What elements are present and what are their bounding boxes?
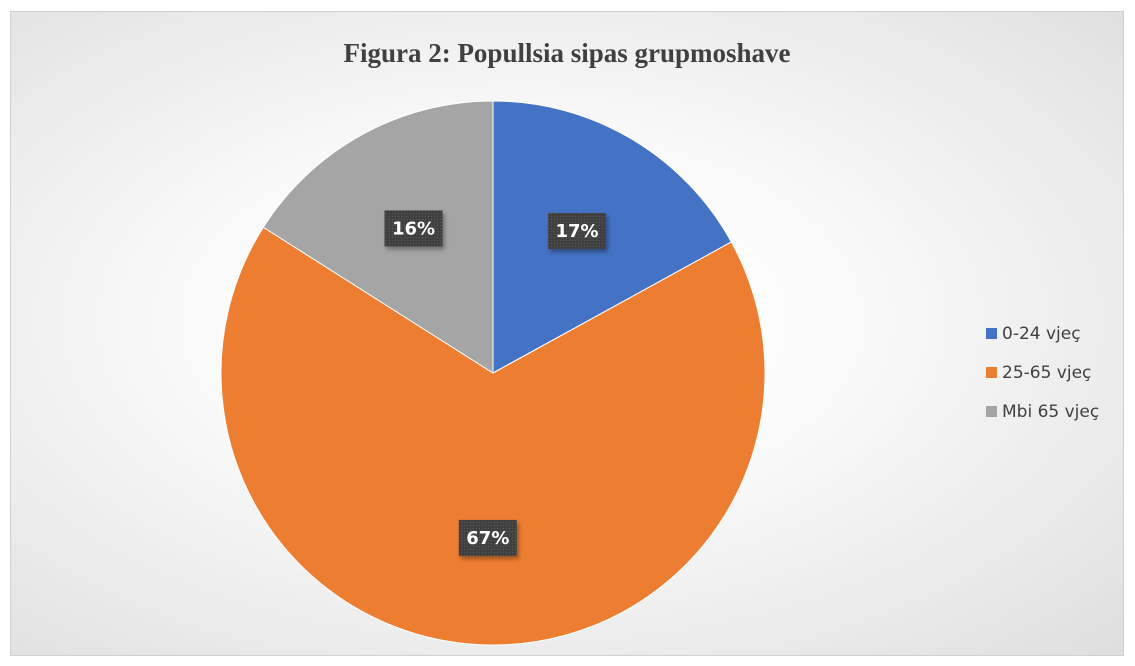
legend-label: 0-24 vjeç [1002, 323, 1081, 344]
chart-area: Figura 2: Popullsia sipas grupmoshave 17… [10, 11, 1124, 656]
data-label-box [547, 212, 606, 249]
data-label-text: 16% [392, 218, 435, 239]
data-label-box [458, 519, 517, 556]
chart-title: Figura 2: Popullsia sipas grupmoshave [343, 38, 791, 68]
data-label: 17% [547, 212, 606, 249]
legend-item: Mbi 65 vjeç [986, 392, 1099, 431]
legend-label: 25-65 vjeç [1002, 362, 1092, 383]
pie-chart: 17% 67% 16% [220, 100, 766, 646]
data-label-text: 17% [555, 221, 598, 242]
legend: 0-24 vjeç 25-65 vjeç Mbi 65 vjeç [986, 314, 1099, 431]
pie-slice [492, 100, 733, 374]
legend-swatch [986, 367, 997, 378]
legend-swatch [986, 328, 997, 339]
data-label-text: 67% [466, 528, 509, 549]
legend-item: 0-24 vjeç [986, 314, 1099, 353]
data-label-box [384, 210, 443, 247]
data-label: 67% [458, 519, 517, 556]
data-label: 16% [384, 210, 443, 247]
legend-swatch [986, 406, 997, 417]
legend-label: Mbi 65 vjeç [1002, 401, 1100, 422]
pie-slice [262, 100, 494, 374]
pie-slice [220, 226, 766, 646]
legend-item: 25-65 vjeç [986, 353, 1099, 392]
